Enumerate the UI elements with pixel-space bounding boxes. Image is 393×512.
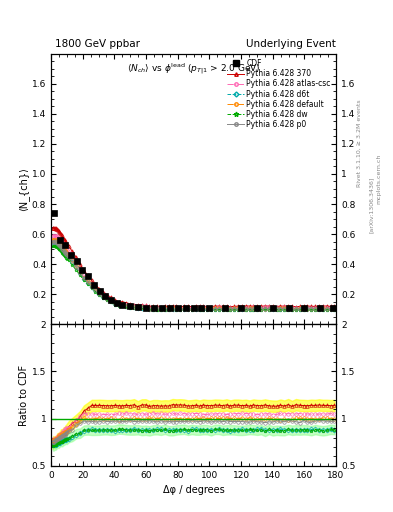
Legend: CDF, Pythia 6.428 370, Pythia 6.428 atlas-csc, Pythia 6.428 d6t, Pythia 6.428 de: CDF, Pythia 6.428 370, Pythia 6.428 atla… <box>226 57 332 131</box>
Text: mcplots.cern.ch: mcplots.cern.ch <box>377 154 382 204</box>
Text: Underlying Event: Underlying Event <box>246 38 336 49</box>
X-axis label: Δφ / degrees: Δφ / degrees <box>163 485 224 495</box>
Text: 1800 GeV ppbar: 1800 GeV ppbar <box>55 38 140 49</box>
Y-axis label: ⟨N_{ch}⟩: ⟨N_{ch}⟩ <box>18 167 29 211</box>
Text: Rivet 3.1.10, ≥ 3.2M events: Rivet 3.1.10, ≥ 3.2M events <box>357 99 362 187</box>
Y-axis label: Ratio to CDF: Ratio to CDF <box>19 365 29 425</box>
Text: $\langle N_{ch}\rangle$ vs $\phi^{\rm lead}$ ($p_{T|1}$ > 2.0 GeV): $\langle N_{ch}\rangle$ vs $\phi^{\rm le… <box>127 62 261 77</box>
Text: [arXiv:1306.3436]: [arXiv:1306.3436] <box>369 177 374 233</box>
